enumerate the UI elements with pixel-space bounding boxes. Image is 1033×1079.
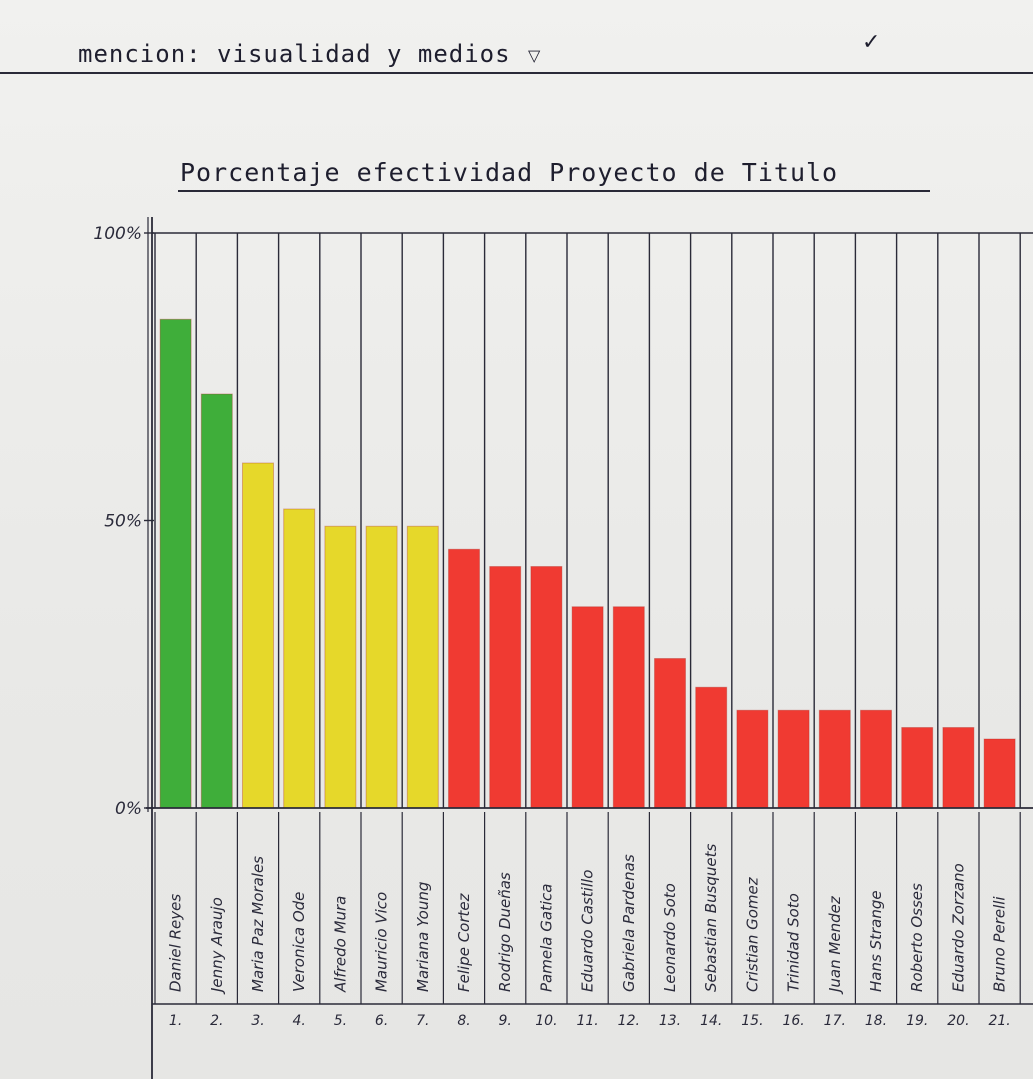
category-label: Rodrigo Dueñas: [496, 872, 514, 992]
category-number: 18.: [865, 1013, 887, 1029]
category-label: Maria Paz Morales: [249, 856, 267, 992]
category-number: 6.: [375, 1013, 388, 1029]
bar-2: [200, 393, 233, 809]
category-label: Roberto Osses: [908, 883, 926, 992]
page-title: mencion: visualidad y medios: [78, 40, 511, 68]
check-mark-icon: ✓: [862, 30, 881, 55]
bar-3: [242, 462, 274, 809]
category-number: 7.: [416, 1013, 429, 1029]
bar-10: [530, 566, 563, 809]
category-label: Pamela Gatica: [537, 883, 555, 992]
category-label: Felipe Cortez: [455, 892, 473, 992]
category-number: 12.: [618, 1013, 640, 1029]
category-number: 4.: [293, 1013, 306, 1029]
category-number: 13.: [659, 1013, 681, 1029]
bar-17: [818, 709, 851, 809]
header-divider: [0, 72, 1033, 74]
category-label: Daniel Reyes: [167, 894, 185, 992]
dropdown-caret-icon[interactable]: ▽: [528, 46, 541, 65]
category-label: Mauricio Vico: [373, 892, 391, 992]
category-number: 19.: [906, 1013, 928, 1029]
category-number: 20.: [947, 1013, 969, 1029]
chart-title: Porcentaje efectividad Proyecto de Titul…: [180, 158, 839, 187]
bar-1: [159, 318, 192, 809]
y-tick-label: 0%: [115, 799, 142, 819]
category-label: Trinidad Soto: [785, 893, 803, 992]
category-number: 8.: [457, 1013, 470, 1029]
bar-9: [489, 566, 522, 809]
bar-18: [860, 709, 892, 809]
category-label: Jenny Araujo: [208, 897, 226, 995]
category-label: Cristian Gomez: [743, 876, 761, 992]
bar-7: [406, 525, 439, 809]
category-number: 5.: [334, 1013, 347, 1029]
chart-title-underline: [178, 190, 930, 192]
bar-11: [571, 606, 604, 809]
category-label: Sebastian Busquets: [702, 843, 720, 992]
bar-13: [654, 658, 686, 809]
category-label: Juan Mendez: [826, 895, 844, 995]
category-number: 9.: [499, 1013, 512, 1029]
bar-14: [695, 686, 728, 809]
category-label: Hans Strange: [867, 890, 885, 992]
bar-5: [324, 525, 357, 809]
y-tick-label: 50%: [104, 512, 142, 532]
category-label: Gabriela Pardenas: [620, 854, 638, 992]
category-number: 17.: [824, 1013, 846, 1029]
category-number: 2.: [210, 1013, 223, 1029]
category-number: 10.: [535, 1013, 557, 1029]
category-label: Eduardo Castillo: [579, 870, 597, 992]
category-label: Bruno Perelli: [991, 896, 1009, 992]
bar-21: [983, 738, 1016, 809]
category-number: 14.: [700, 1013, 722, 1029]
category-number: 11.: [576, 1013, 598, 1029]
bar-8: [448, 548, 480, 809]
category-label: Leonardo Soto: [661, 883, 679, 992]
bar-6: [365, 525, 398, 809]
category-label: Veronica Ode: [290, 892, 308, 992]
bar-4: [283, 508, 316, 809]
category-label: Alfredo Mura: [331, 896, 349, 993]
category-number: 15.: [741, 1013, 763, 1029]
y-tick-label: 100%: [93, 224, 142, 244]
bar-20: [942, 727, 975, 809]
category-number: 16.: [782, 1013, 804, 1029]
category-number: 3.: [251, 1013, 264, 1029]
category-number: 21.: [988, 1013, 1010, 1029]
category-label: Mariana Young: [414, 882, 432, 992]
bar-15: [736, 709, 769, 809]
category-label: Eduardo Zorzano: [949, 863, 967, 992]
bar-12: [612, 606, 645, 809]
bar-16: [777, 709, 810, 809]
bar-19: [901, 727, 934, 809]
category-number: 1.: [169, 1013, 182, 1029]
